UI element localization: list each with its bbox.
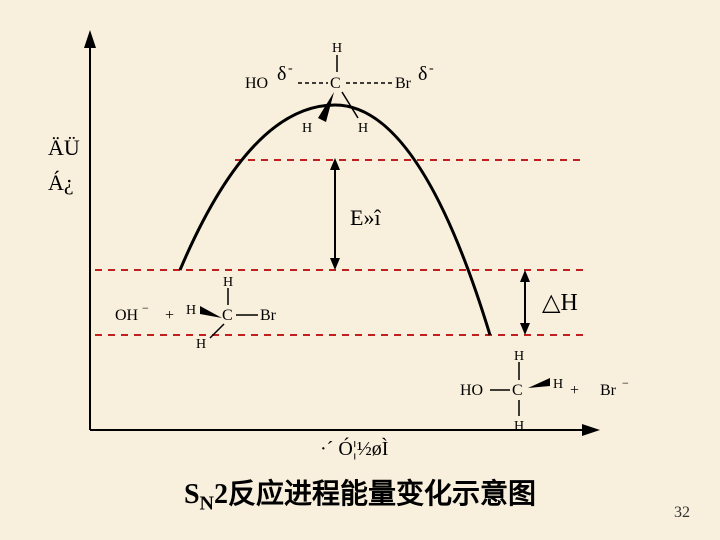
page-number: 32 (674, 504, 690, 522)
svg-text:OH: OH (115, 307, 139, 324)
caption-prefix: S (184, 479, 200, 510)
svg-text:-: - (288, 61, 293, 76)
delta-left: δ (277, 63, 286, 85)
svg-text:H: H (196, 337, 206, 352)
svg-text:C: C (330, 75, 341, 92)
product-structure: HO C H H H + Br − (460, 349, 629, 434)
svg-text:Br: Br (600, 382, 617, 399)
x-axis-arrow (582, 424, 600, 436)
y-label-2: Á¿ (48, 170, 74, 195)
reactant-structure: OH − + C H Br H H (115, 275, 277, 352)
svg-text:C: C (222, 307, 233, 324)
dh-arrow-up (520, 270, 530, 282)
svg-text:H: H (553, 377, 563, 392)
caption: SN2反应进程能量变化示意图 (0, 472, 720, 516)
svg-text:Br: Br (395, 75, 412, 92)
svg-text:H: H (186, 303, 196, 318)
energy-diagram: ÄÜ Á¿ ·´ Ó¦½øÌ E»î △H HO δ - C H H H Br (0, 0, 720, 540)
svg-text:H: H (223, 275, 233, 290)
ea-arrow-down (330, 258, 340, 270)
y-axis-arrow (84, 30, 96, 48)
caption-rest: 2反应进程能量变化示意图 (214, 479, 536, 510)
caption-sub: N (200, 493, 214, 515)
transition-state: HO δ - C H H H Br δ - (245, 41, 434, 136)
svg-text:−: − (142, 301, 149, 315)
svg-text:-: - (429, 61, 434, 76)
svg-text:HO: HO (245, 75, 268, 92)
ea-label: E»î (350, 205, 381, 230)
svg-text:H: H (332, 41, 342, 56)
svg-text:H: H (302, 121, 312, 136)
svg-text:C: C (512, 382, 523, 399)
svg-text:Br: Br (260, 307, 277, 324)
svg-text:H: H (514, 419, 524, 434)
svg-text:+: + (570, 382, 579, 399)
dh-arrow-down (520, 323, 530, 335)
dh-label: △H (542, 290, 578, 316)
svg-text:−: − (622, 376, 629, 390)
x-label: ·´ Ó¦½øÌ (320, 436, 388, 460)
svg-text:+: + (165, 307, 174, 324)
svg-text:H: H (358, 121, 368, 136)
delta-right: δ (418, 63, 427, 85)
y-label-1: ÄÜ (48, 135, 80, 160)
svg-text:H: H (514, 349, 524, 364)
svg-text:HO: HO (460, 382, 483, 399)
